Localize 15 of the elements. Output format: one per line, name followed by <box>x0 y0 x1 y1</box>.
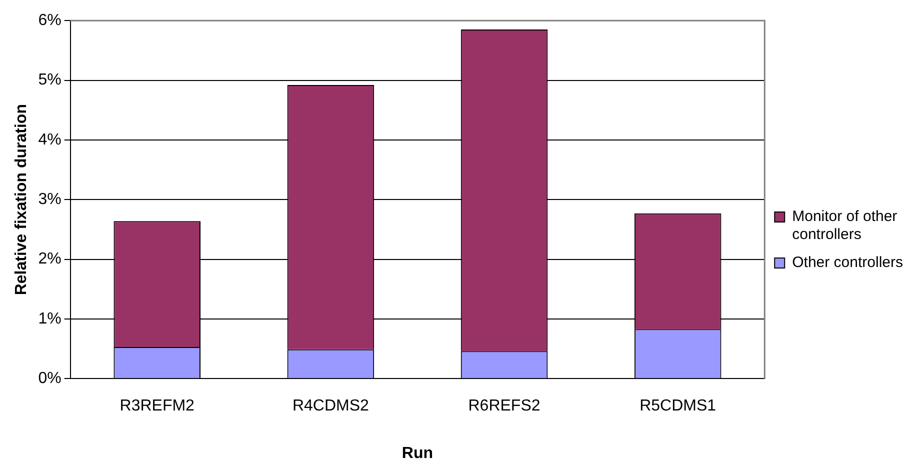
x-tick-label: R6REFS2 <box>468 398 540 415</box>
x-axis-title: Run <box>402 444 434 462</box>
y-tick-label: 5% <box>38 72 62 89</box>
x-tick-label: R3REFM2 <box>120 398 195 415</box>
legend-label: Other controllers <box>792 254 903 272</box>
legend-label: Monitor of other controllers <box>792 208 898 244</box>
y-tick-label: 4% <box>38 131 62 148</box>
y-tick-label: 6% <box>38 12 62 30</box>
y-tick-label: 2% <box>38 250 62 268</box>
y-tick-label: 0% <box>38 370 62 388</box>
y-tick-label: 1% <box>38 310 62 328</box>
y-tick-label: 3% <box>38 191 62 208</box>
y-axis-title: Relative fixation duration <box>13 104 30 296</box>
x-tick-label: R5CDMS1 <box>640 398 716 415</box>
x-tick-label: R4CDMS2 <box>292 398 370 415</box>
